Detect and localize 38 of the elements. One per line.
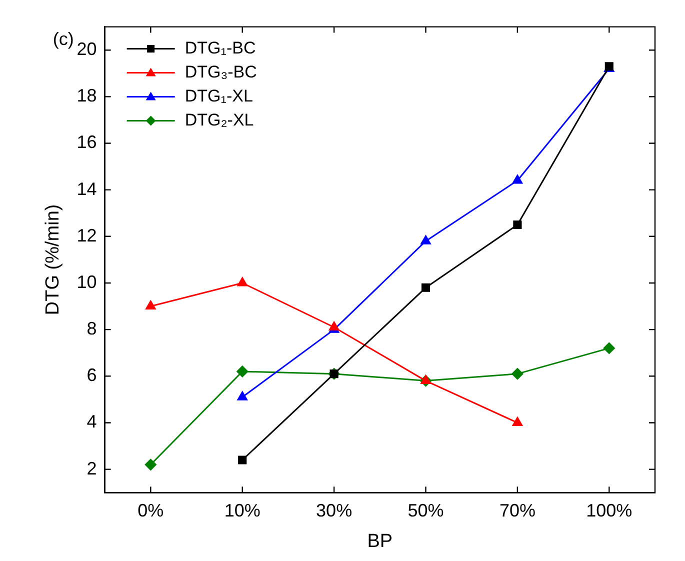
y-tick-label: 4: [86, 412, 97, 432]
point: [420, 235, 431, 244]
point: [237, 277, 248, 286]
point: [146, 300, 156, 310]
y-tick-label: 6: [86, 365, 97, 386]
point: [512, 368, 524, 380]
y-tick-label: 14: [76, 178, 97, 199]
text: (c): [52, 28, 74, 49]
legend-label: DTG₂-XL: [184, 110, 254, 130]
y-tick-label: 16: [76, 132, 97, 152]
y-tick-label: 20: [76, 39, 97, 60]
x-tick-label: 70%: [499, 500, 536, 520]
point: [513, 220, 522, 230]
point: [512, 416, 523, 426]
x-tick-label: 0%: [138, 500, 164, 520]
point: [238, 456, 247, 464]
x-tick-label: 50%: [408, 500, 444, 520]
y-tick-label: 12: [76, 225, 97, 246]
x-tick-label: 10%: [224, 500, 260, 520]
x-tick-label: 100%: [586, 500, 632, 520]
x-axis-title: BP: [367, 530, 393, 552]
y-tick-label: 10: [76, 272, 97, 292]
point: [144, 458, 156, 470]
y-axis-title: DTG (%/min): [42, 204, 64, 316]
point: [420, 375, 431, 384]
point: [237, 391, 248, 400]
point: [603, 342, 615, 354]
legend-label: DTG₃-BC: [184, 62, 257, 82]
y-tick-label: 2: [86, 458, 97, 478]
legend-label: DTG₁-XL: [184, 86, 253, 106]
y-tick-label: 18: [76, 86, 97, 106]
y-tick-label: 8: [86, 318, 97, 339]
point: [421, 283, 430, 292]
x-tick-label: 30%: [316, 500, 352, 520]
legend-label: DTG₁-BC: [184, 38, 256, 58]
point: [512, 174, 523, 184]
point: [236, 366, 248, 378]
point: [328, 321, 340, 330]
